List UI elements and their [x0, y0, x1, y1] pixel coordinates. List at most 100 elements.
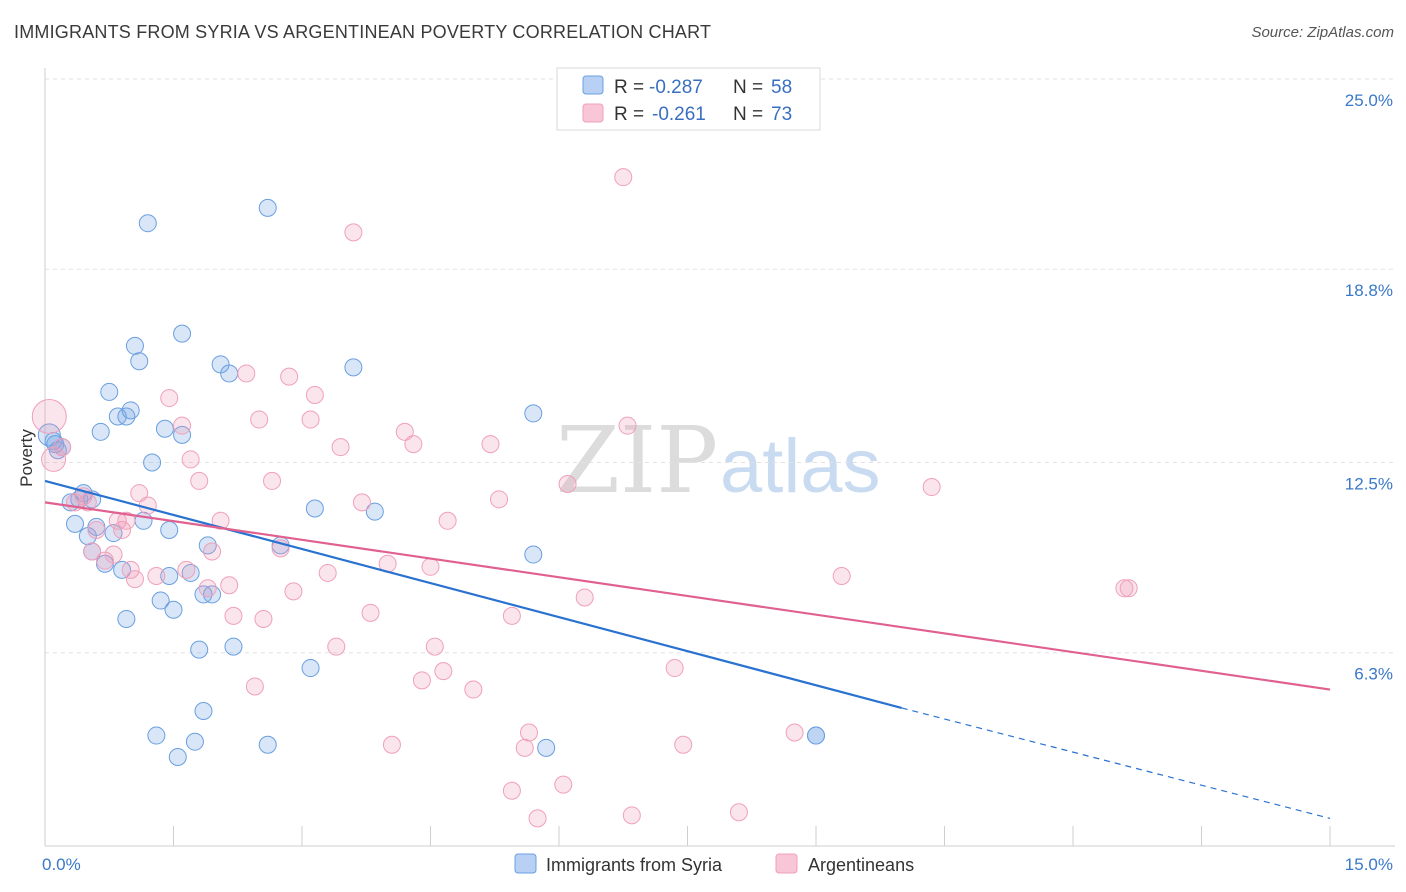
syria-point [305, 499, 324, 518]
argentineans-point [121, 560, 140, 579]
syria-point [147, 726, 166, 745]
syria-point [301, 659, 320, 678]
argentineans-point [344, 223, 363, 242]
argentineans-point [211, 511, 230, 530]
y-tick-label: 12.5% [1345, 475, 1393, 494]
argentineans-point [203, 542, 222, 561]
legend-r-value-syria: -0.287 [649, 77, 703, 98]
syria-point [100, 382, 119, 401]
argentineans-point [280, 367, 299, 386]
syria-point [185, 732, 204, 751]
legend-swatch-argentineans [582, 103, 604, 123]
syria-point [194, 702, 213, 721]
legend-n-label-syria: N = [733, 77, 763, 98]
argentineans-point [502, 606, 521, 625]
syria-point [130, 352, 149, 371]
series-legend-label-argentineans: Argentineans [808, 855, 914, 875]
argentineans-trend-line [44, 501, 1331, 691]
argentineans-point [318, 563, 337, 582]
argentineans-point [729, 803, 748, 822]
syria-point [168, 748, 187, 767]
argentineans-point [352, 493, 371, 512]
argentineans-point [113, 520, 132, 539]
series-legend-label-syria: Immigrants from Syria [546, 855, 723, 875]
argentineans-point [147, 567, 166, 586]
syria-point [143, 453, 162, 472]
y-tick-labels: 25.0% 18.8% 12.5% 6.3% [1345, 91, 1393, 684]
syria-point [160, 520, 179, 539]
argentineans-point [331, 438, 350, 457]
argentineans-point [614, 168, 633, 187]
argentineans-point [237, 364, 256, 383]
syria-point [344, 358, 363, 377]
syria-point [138, 214, 157, 233]
syria-trend-line [44, 479, 902, 710]
x-tick-labels: 0.0% 15.0% [42, 855, 1393, 874]
argentineans-point [832, 567, 851, 586]
syria-point [220, 364, 239, 383]
syria-point [121, 401, 140, 420]
argentineans-point [224, 606, 243, 625]
series-legend-swatch-syria [514, 853, 537, 874]
argentineans-point [481, 435, 500, 454]
data-points [31, 168, 1138, 828]
legend-r-label-syria: R = [614, 77, 644, 98]
argentineans-point [160, 389, 179, 408]
argentineans-point [575, 588, 594, 607]
argentineans-point [412, 671, 431, 690]
argentineans-point [395, 422, 414, 441]
y-axis-label: Poverty [17, 429, 36, 487]
legend-n-value-syria: 58 [771, 77, 792, 98]
watermark-zip: ZIP [556, 407, 718, 514]
argentineans-point [181, 450, 200, 469]
legend-r-value-argentineans: -0.261 [652, 104, 706, 125]
syria-point [173, 425, 192, 444]
argentineans-point [785, 723, 804, 742]
syria-point [117, 609, 136, 628]
argentineans-point [87, 520, 106, 539]
syria-point [164, 600, 183, 619]
argentineans-point [674, 735, 693, 754]
argentineans-point [301, 410, 320, 429]
argentineans-point [361, 603, 380, 622]
argentineans-point [220, 576, 239, 595]
watermark: ZIP atlas [556, 407, 881, 514]
syria-point [524, 404, 543, 423]
argentineans-point [434, 662, 453, 681]
syria-point [37, 423, 61, 447]
syria-point [258, 735, 277, 754]
syria-point [190, 640, 209, 659]
syria-point [224, 637, 243, 656]
argentineans-point [404, 435, 423, 454]
argentineans-point [125, 570, 144, 589]
y-tick-label: 18.8% [1345, 281, 1393, 300]
legend-n-value-argentineans: 73 [771, 104, 792, 125]
argentineans-point [515, 738, 534, 757]
argentineans-point [254, 609, 273, 628]
correlation-legend: R = -0.287 N = 58 R = -0.261 N = 73 [556, 67, 821, 131]
syria-point [537, 738, 556, 757]
trend-lines [44, 479, 1331, 819]
series-legend-swatch-argentineans [775, 853, 798, 874]
argentineans-point [922, 478, 941, 497]
syria-point [524, 545, 543, 564]
y-tick-label: 6.3% [1354, 665, 1393, 684]
argentineans-point [438, 511, 457, 530]
argentineans-point [245, 677, 264, 696]
argentineans-point [1115, 579, 1134, 598]
argentineans-point [173, 416, 192, 435]
argentineans-point [130, 484, 149, 503]
chart-title: IMMIGRANTS FROM SYRIA VS ARGENTINEAN POV… [14, 22, 712, 42]
argentineans-point [177, 560, 196, 579]
legend-swatch-syria [582, 75, 604, 95]
syria-point [91, 422, 110, 441]
argentineans-point [327, 637, 346, 656]
syria-point [173, 324, 192, 343]
syria-point [807, 726, 825, 745]
argentineans-point [618, 416, 637, 435]
argentineans-point [425, 637, 444, 656]
series-legend: Immigrants from Syria Argentineans [514, 853, 914, 875]
argentineans-point [1119, 579, 1138, 598]
argentineans-point [250, 410, 269, 429]
